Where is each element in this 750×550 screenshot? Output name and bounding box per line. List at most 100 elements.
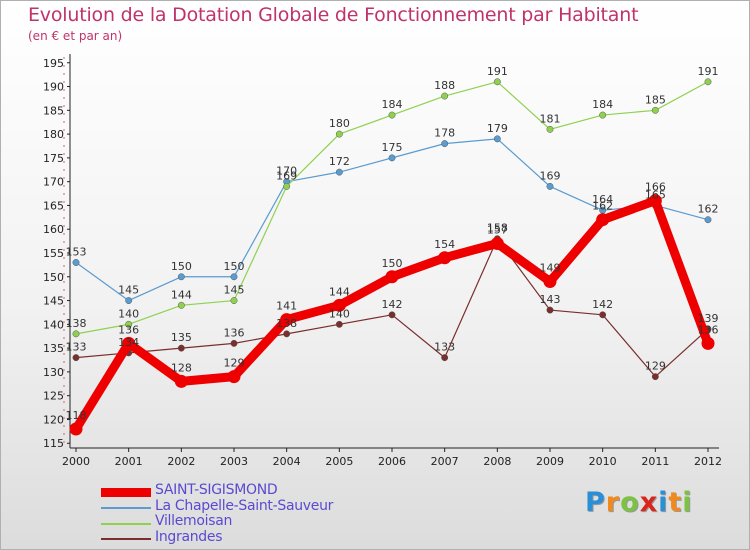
data-point — [599, 311, 607, 319]
data-point — [69, 422, 83, 436]
logo-letter: i — [682, 487, 693, 518]
data-point — [125, 320, 133, 328]
data-point — [280, 313, 294, 327]
data-point — [72, 330, 80, 338]
data-point — [388, 311, 396, 319]
y-tick-label: 190 — [43, 81, 64, 94]
data-label: 140 — [118, 307, 139, 320]
data-label: 145 — [224, 284, 245, 297]
data-point — [177, 301, 185, 309]
data-point — [438, 251, 452, 265]
series-saint-sigismond — [69, 194, 715, 436]
data-label: 164 — [592, 193, 613, 206]
data-label: 139 — [698, 312, 719, 325]
x-tick-label: 2012 — [694, 455, 722, 468]
data-point — [174, 374, 188, 388]
data-label: 133 — [66, 341, 87, 354]
logo-letter: P — [585, 487, 606, 518]
logo-letter: r — [605, 487, 621, 518]
y-tick-label: 155 — [43, 247, 64, 260]
data-label: 144 — [329, 285, 350, 298]
data-point — [599, 111, 607, 119]
data-point — [72, 354, 80, 362]
data-point — [385, 270, 399, 284]
data-label: 184 — [382, 98, 403, 111]
y-tick-label: 165 — [43, 199, 64, 212]
x-tick-label: 2010 — [589, 455, 617, 468]
legend-label: SAINT-SIGISMOND — [155, 482, 278, 498]
data-label: 138 — [276, 317, 297, 330]
data-point — [230, 339, 238, 347]
data-label: 165 — [645, 188, 666, 201]
data-point — [441, 354, 449, 362]
data-label: 166 — [645, 181, 666, 194]
data-point — [283, 330, 291, 338]
data-label: 154 — [434, 238, 455, 251]
series-layer — [69, 78, 715, 436]
data-label: 191 — [698, 65, 719, 78]
data-point — [493, 78, 501, 86]
legend-swatch — [101, 538, 151, 540]
data-label: 150 — [224, 260, 245, 273]
data-label: 175 — [382, 141, 403, 154]
data-label: 153 — [66, 246, 87, 259]
data-point — [335, 168, 343, 176]
x-tick-label: 2009 — [536, 455, 564, 468]
logo-letter: x — [639, 487, 659, 518]
data-label: 158 — [487, 222, 508, 235]
data-point — [335, 320, 343, 328]
data-label: 129 — [645, 360, 666, 373]
data-point — [125, 297, 133, 305]
data-label: 188 — [434, 79, 455, 92]
y-tick-label: 140 — [43, 318, 64, 331]
data-point — [651, 373, 659, 381]
data-label: 178 — [434, 127, 455, 140]
data-label: 136 — [118, 323, 139, 336]
data-label: 118 — [66, 409, 87, 422]
y-tick-label: 180 — [43, 128, 64, 141]
data-point — [701, 336, 715, 350]
y-tick-label: 120 — [43, 413, 64, 426]
data-label: 185 — [645, 93, 666, 106]
y-tick-label: 160 — [43, 223, 64, 236]
y-tick-label: 170 — [43, 176, 64, 189]
x-tick-label: 2001 — [115, 455, 143, 468]
data-label: 181 — [540, 112, 561, 125]
data-point — [335, 130, 343, 138]
data-label: 162 — [592, 200, 613, 213]
data-label: 128 — [171, 361, 192, 374]
data-point — [332, 298, 346, 312]
data-label: 129 — [224, 357, 245, 370]
data-point — [177, 344, 185, 352]
data-point — [177, 273, 185, 281]
data-label: 135 — [171, 331, 192, 344]
data-label: 172 — [329, 155, 350, 168]
data-point — [72, 259, 80, 266]
legend-label: La Chapelle-Saint-Sauveur — [155, 497, 334, 514]
logo-letter: o — [620, 487, 640, 518]
axes: 1151201251301351401451501551601651701751… — [43, 54, 722, 468]
data-label: 136 — [698, 323, 719, 336]
x-tick-label: 2003 — [220, 455, 248, 468]
data-label: 191 — [487, 65, 508, 78]
proxiti-logo: Proxiti — [585, 487, 693, 518]
data-label: 150 — [171, 260, 192, 273]
legend-label: Ingrandes — [155, 528, 223, 545]
data-label: 169 — [540, 169, 561, 182]
data-label: 141 — [276, 300, 297, 313]
data-label: 134 — [118, 336, 139, 349]
data-label: 133 — [434, 341, 455, 354]
y-tick-label: 145 — [43, 295, 64, 308]
data-label: 143 — [540, 293, 561, 306]
x-tick-label: 2002 — [167, 455, 195, 468]
chart-subtitle: (en € et par an) — [28, 29, 123, 43]
x-tick-label: 2000 — [62, 455, 90, 468]
y-tick-label: 195 — [43, 57, 64, 70]
data-point — [543, 275, 557, 289]
data-point — [704, 216, 712, 224]
x-tick-label: 2011 — [641, 455, 669, 468]
logo-letter: t — [668, 487, 683, 518]
data-point — [546, 182, 554, 190]
data-point — [441, 92, 449, 100]
data-label: 170 — [276, 165, 297, 178]
